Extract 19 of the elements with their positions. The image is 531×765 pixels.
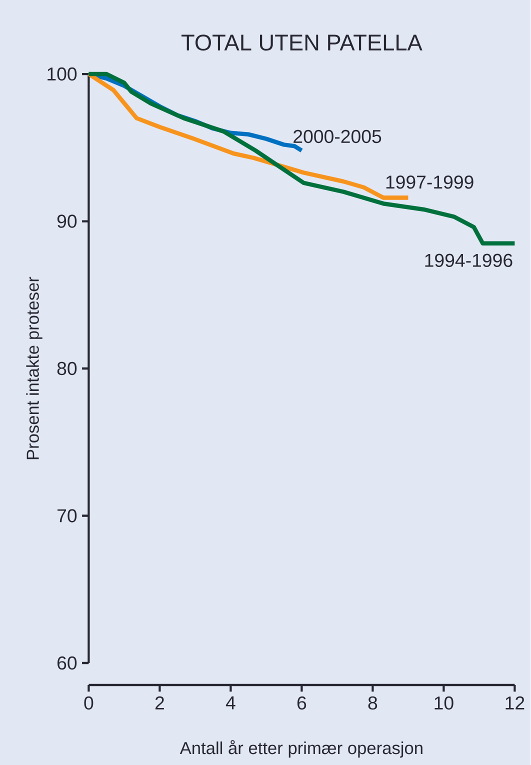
x-axis-title: Antall år etter primær operasjon <box>180 740 423 758</box>
y-tick-label: 80 <box>58 362 77 376</box>
chart-title: TOTAL UTEN PATELLA <box>182 34 423 51</box>
series-label: 1997-1999 <box>386 176 474 189</box>
x-tick-label: 12 <box>506 696 524 710</box>
x-tick-label: 8 <box>368 696 378 710</box>
y-tick-label: 90 <box>58 214 77 228</box>
x-tick-label: 4 <box>226 696 236 710</box>
y-tick-label: 60 <box>58 656 77 670</box>
x-tick-label: 0 <box>84 696 94 710</box>
y-axis-title: Prosent intakte proteser <box>26 276 43 460</box>
series-label: 2000-2005 <box>294 130 382 144</box>
line-series <box>86 72 517 246</box>
y-tick-label: 100 <box>48 67 77 81</box>
x-tick-label: 2 <box>156 696 164 710</box>
y-tick-label: 70 <box>58 509 77 522</box>
x-tick-label: 6 <box>298 696 306 710</box>
x-tick-label: 10 <box>434 696 454 710</box>
series-label: 1994-1996 <box>425 254 512 267</box>
